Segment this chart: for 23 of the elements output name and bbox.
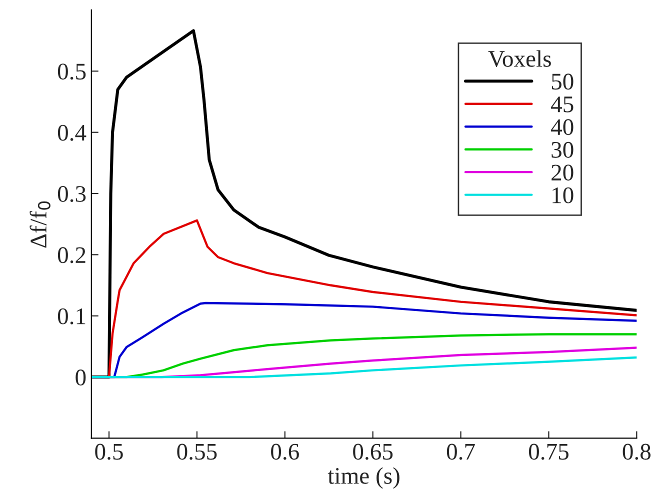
line-series: [91, 356, 637, 378]
legend-label: 10: [552, 187, 574, 204]
x-tick-label: 0.5: [95, 444, 123, 460]
x-tick-label: 0.7: [446, 444, 475, 460]
legend-label: 30: [552, 142, 574, 158]
legend-title: Voxels: [488, 50, 551, 68]
x-tick-label: 0.65: [353, 444, 393, 460]
x-axis-title: time (s): [328, 467, 400, 489]
y-tick-label: 0.3: [58, 186, 86, 202]
y-tick-label: 0.4: [58, 124, 86, 141]
x-tick-label: 0.75: [528, 444, 568, 460]
legend-label: 20: [552, 164, 574, 181]
x-tick-label: 0.6: [271, 444, 299, 460]
legend-label: 45: [551, 96, 574, 112]
y-tick-label: 0.5: [58, 64, 86, 80]
x-tick-label: 0.8: [622, 444, 651, 460]
y-tick-label: 0.1: [58, 308, 86, 324]
y-tick-label: 0: [76, 370, 86, 386]
legend-label: 40: [551, 119, 574, 136]
y-axis-title: Δf/f$_{0}$: [30, 201, 50, 248]
x-tick-label: 0.55: [177, 444, 217, 460]
y-tick-label: 0.2: [58, 247, 86, 264]
legend-label: 50: [552, 74, 574, 90]
